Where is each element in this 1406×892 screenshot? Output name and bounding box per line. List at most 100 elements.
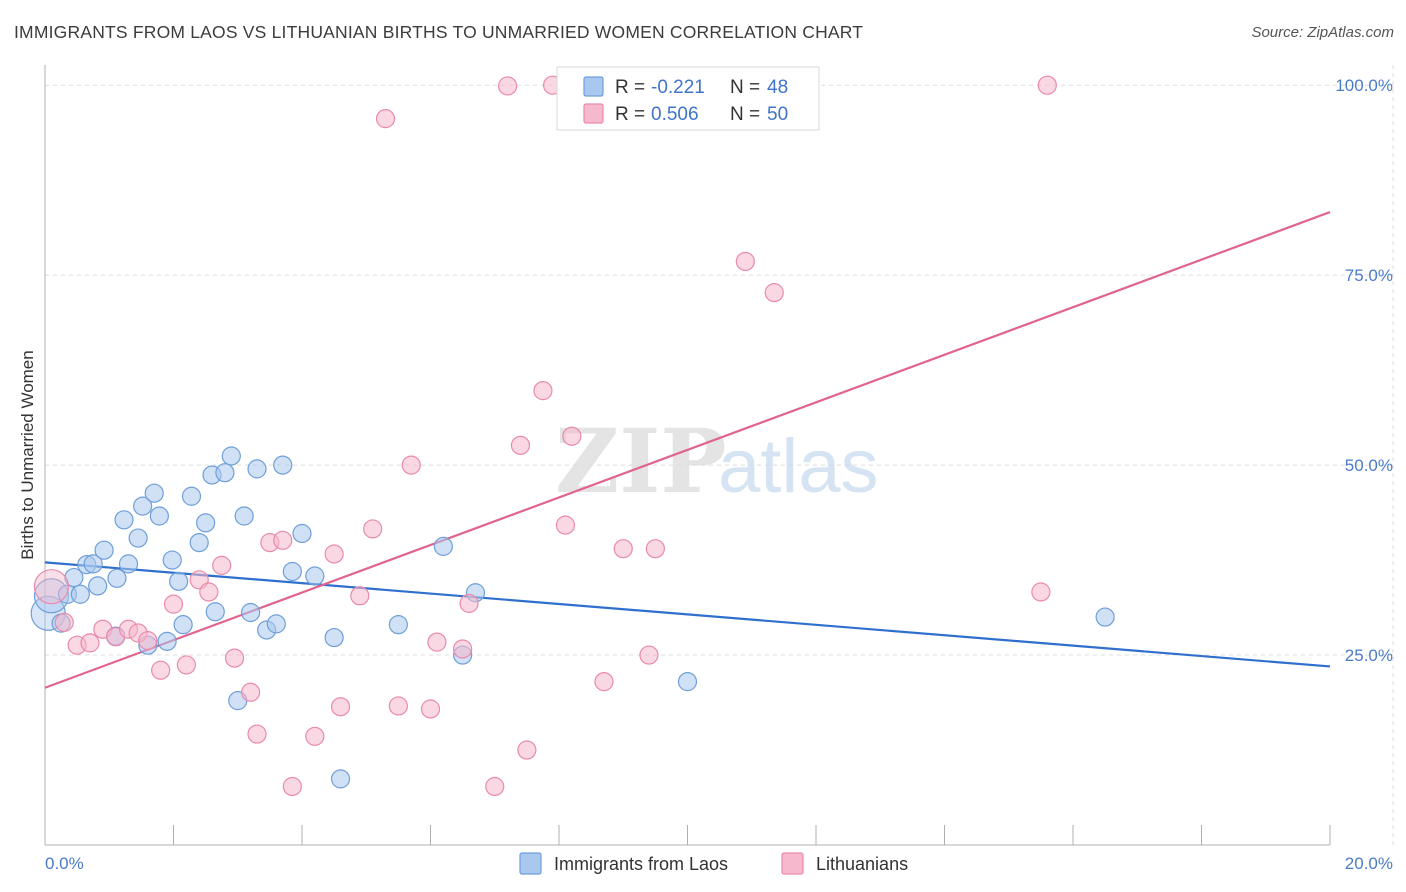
stats-legend: R = -0.221 N = 48 R = 0.506 N = 50: [556, 66, 820, 131]
data-point-laos: [305, 566, 325, 586]
source-label: Source: ZipAtlas.com: [1251, 24, 1394, 41]
data-point-laos: [215, 463, 235, 483]
data-point-laos: [234, 506, 254, 526]
axes: [44, 65, 1331, 846]
data-point-laos: [107, 568, 127, 588]
data-point-laos: [173, 615, 193, 635]
data-point-laos: [1095, 607, 1115, 627]
data-point-lithuanian: [212, 555, 232, 575]
legend-label-laos: Immigrants from Laos: [554, 854, 728, 874]
legend-swatch-lithuanian: [781, 852, 804, 875]
data-point-laos: [205, 602, 225, 622]
data-point-lithuanian: [1031, 582, 1051, 602]
data-point-lithuanian: [533, 381, 553, 401]
data-point-laos: [677, 672, 698, 692]
data-point-laos: [241, 602, 261, 623]
data-point-laos: [128, 528, 148, 548]
data-point-lithuanian: [562, 426, 582, 446]
data-point-lithuanian: [517, 740, 537, 760]
data-point-laos: [149, 506, 169, 526]
data-point-lithuanian: [80, 633, 100, 653]
y-tick-label: 75.0%: [1345, 266, 1393, 285]
data-point-lithuanian: [247, 724, 267, 744]
data-point-laos: [114, 510, 134, 530]
data-point-lithuanian: [639, 645, 659, 665]
data-point-laos: [94, 540, 114, 560]
data-point-lithuanian: [350, 586, 370, 606]
tick-labels: 25.0% 50.0% 75.0% 100.0% 0.0% 20.0%: [45, 76, 1393, 873]
data-point-laos: [64, 567, 84, 588]
data-point-laos: [169, 571, 189, 591]
data-point-laos: [266, 614, 286, 634]
data-point-lithuanian: [363, 519, 383, 539]
data-point-lithuanian: [388, 696, 408, 716]
stats-n-label: N =: [730, 77, 760, 98]
data-point-laos: [162, 550, 182, 570]
data-point-lithuanian: [453, 639, 473, 659]
trend-line-laos: [44, 561, 1331, 668]
stats-n-value: 48: [767, 77, 788, 98]
watermark-zip: ZIP: [555, 409, 727, 513]
stats-legend-swatch: [583, 76, 604, 97]
data-point-lithuanian: [273, 530, 293, 550]
data-point-laos: [196, 513, 216, 533]
data-point-lithuanian: [510, 435, 531, 455]
y-tick-label: 25.0%: [1345, 646, 1393, 665]
y-tick-label: 50.0%: [1345, 456, 1393, 475]
data-point-laos: [330, 769, 351, 789]
data-point-lithuanian: [33, 569, 70, 605]
data-point-laos: [70, 584, 90, 604]
data-point-laos: [247, 459, 267, 479]
data-point-lithuanian: [305, 726, 325, 746]
x-tick-label: 0.0%: [45, 854, 84, 873]
data-point-lithuanian: [1037, 75, 1057, 95]
data-point-lithuanian: [401, 455, 421, 475]
data-points: [30, 75, 1115, 797]
data-point-lithuanian: [375, 109, 396, 129]
data-point-lithuanian: [498, 76, 518, 96]
data-point-laos: [181, 486, 202, 506]
bottom-legend: Immigrants from Laos Lithuanians: [519, 852, 908, 875]
data-point-lithuanian: [151, 660, 171, 680]
y-tick-label: 100.0%: [1335, 76, 1393, 95]
data-point-laos: [118, 554, 139, 574]
data-point-lithuanian: [613, 539, 633, 559]
data-point-lithuanian: [324, 544, 344, 564]
data-point-laos: [133, 496, 153, 516]
stats-n-label: N =: [730, 104, 760, 125]
data-point-laos: [83, 554, 103, 574]
data-point-laos: [292, 523, 312, 544]
data-point-lithuanian: [427, 632, 447, 652]
stats-r-value: 0.506: [651, 104, 699, 125]
data-point-lithuanian: [764, 283, 784, 303]
data-point-lithuanian: [282, 776, 302, 797]
stats-legend-swatch: [583, 103, 604, 124]
stats-r-label: R =: [615, 104, 645, 125]
grid: [44, 65, 1394, 845]
stats-r-value: -0.221: [651, 77, 705, 98]
data-point-lithuanian: [224, 648, 245, 668]
data-point-laos: [221, 446, 241, 466]
data-point-laos: [273, 455, 293, 475]
data-point-lithuanian: [459, 593, 479, 613]
data-point-lithuanian: [176, 655, 196, 675]
data-point-lithuanian: [199, 582, 219, 602]
data-point-lithuanian: [330, 697, 351, 717]
legend-swatch-laos: [519, 852, 542, 875]
data-point-laos: [282, 561, 302, 582]
data-point-laos: [157, 631, 177, 651]
x-tick-label: 20.0%: [1345, 854, 1393, 873]
watermark-atlas: atlas: [718, 424, 879, 509]
data-point-laos: [144, 483, 164, 503]
y-axis-title: Births to Unmarried Women: [18, 350, 37, 559]
stats-r-label: R =: [615, 77, 645, 98]
chart-title: IMMIGRANTS FROM LAOS VS LITHUANIAN BIRTH…: [14, 22, 864, 42]
data-point-lithuanian: [485, 776, 505, 797]
stats-n-value: 50: [767, 104, 788, 125]
data-point-lithuanian: [241, 682, 261, 702]
data-point-laos: [324, 627, 344, 648]
data-point-lithuanian: [138, 631, 158, 651]
legend-label-lithuanian: Lithuanians: [816, 854, 908, 874]
data-point-laos: [388, 615, 408, 635]
